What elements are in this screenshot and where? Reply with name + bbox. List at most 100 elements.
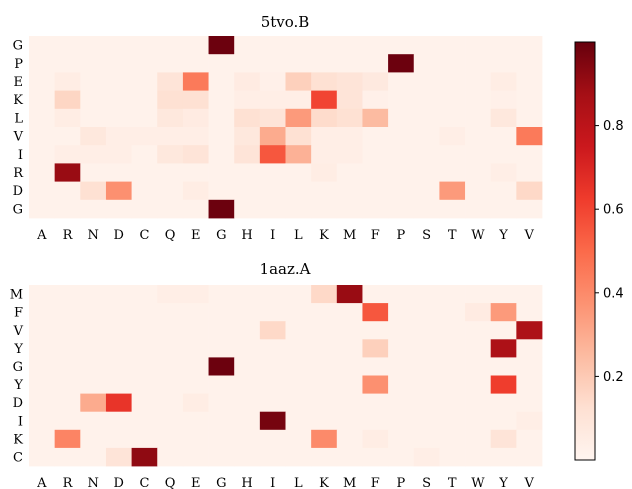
heatmap-cell bbox=[285, 357, 312, 376]
heatmap-cell bbox=[157, 199, 184, 219]
heatmap-cell bbox=[336, 72, 363, 91]
heatmap-cell bbox=[105, 339, 132, 358]
x-tick-label: V bbox=[523, 476, 534, 489]
heatmap-cell bbox=[362, 199, 389, 219]
heatmap-cell bbox=[157, 447, 184, 467]
heatmap-cell bbox=[54, 447, 81, 467]
heatmap-cell bbox=[336, 429, 363, 449]
y-tick-label: Y bbox=[13, 342, 23, 357]
heatmap-cell bbox=[516, 357, 543, 376]
x-tick-label: S bbox=[422, 228, 431, 243]
heatmap-cell bbox=[54, 127, 81, 146]
heatmap-cell bbox=[29, 411, 56, 431]
heatmap-cell bbox=[29, 36, 56, 55]
heatmap-cell bbox=[490, 429, 517, 449]
heatmap-cell bbox=[490, 108, 517, 128]
heatmap-cell bbox=[490, 199, 517, 219]
heatmap-cell bbox=[465, 321, 492, 340]
heatmap-cell bbox=[439, 108, 466, 128]
heatmap-cell bbox=[388, 375, 415, 394]
heatmap-cell bbox=[157, 181, 184, 201]
heatmap-cell bbox=[259, 321, 286, 340]
heatmap-cell bbox=[157, 108, 184, 128]
heatmap-cell bbox=[157, 411, 184, 431]
heatmap-cell bbox=[413, 411, 440, 431]
heatmap-cell bbox=[80, 411, 107, 431]
heatmap-cell bbox=[465, 303, 492, 322]
heatmap-cell bbox=[439, 303, 466, 322]
heatmap-cell bbox=[516, 303, 543, 322]
x-tick-label: L bbox=[294, 476, 303, 489]
heatmap-cell bbox=[336, 375, 363, 394]
heatmap-cell bbox=[490, 393, 517, 413]
heatmap-cell bbox=[336, 285, 363, 304]
heatmap-cell bbox=[105, 393, 132, 413]
heatmap-cell bbox=[439, 127, 466, 146]
heatmap-cell bbox=[208, 36, 235, 55]
heatmap-cell bbox=[54, 181, 81, 201]
y-tick-label: V bbox=[13, 130, 24, 145]
heatmap-cell bbox=[388, 36, 415, 55]
heatmap-cell bbox=[490, 36, 517, 55]
heatmap-cell bbox=[29, 303, 56, 322]
heatmap-cell bbox=[388, 393, 415, 413]
heatmap-cell bbox=[105, 90, 132, 110]
heatmap-cell bbox=[336, 127, 363, 146]
heatmap-cell bbox=[208, 90, 235, 110]
heatmap-cell bbox=[259, 393, 286, 413]
heatmap-cell bbox=[54, 145, 81, 164]
heatmap-cell bbox=[182, 108, 209, 128]
heatmap-cell bbox=[105, 429, 132, 449]
heatmap-cell bbox=[234, 181, 261, 201]
heatmap-cell bbox=[234, 447, 261, 467]
x-tick-label: Y bbox=[498, 228, 508, 243]
panel-title: 1aaz.A bbox=[260, 260, 311, 278]
heatmap-cell bbox=[234, 357, 261, 376]
heatmap-cell bbox=[285, 72, 312, 91]
colorbar-ticks: 0.2 0.4 0.6 0.8 bbox=[595, 119, 624, 385]
heatmap-cell bbox=[516, 181, 543, 201]
heatmap-cell bbox=[157, 163, 184, 182]
heatmap-cell bbox=[208, 145, 235, 164]
heatmap-cell bbox=[516, 447, 543, 467]
heatmap-cell bbox=[54, 429, 81, 449]
heatmap-cell bbox=[362, 72, 389, 91]
heatmap-cell bbox=[516, 199, 543, 219]
heatmap-cell bbox=[285, 36, 312, 55]
heatmap-cell bbox=[490, 127, 517, 146]
x-tick-label: T bbox=[448, 476, 457, 489]
heatmap-cell bbox=[311, 447, 338, 467]
heatmap-cell bbox=[439, 72, 466, 91]
heatmap-cell bbox=[131, 90, 158, 110]
x-tick-label: Q bbox=[165, 228, 176, 243]
heatmap-cell bbox=[311, 429, 338, 449]
heatmap-cell bbox=[208, 375, 235, 394]
heatmap-cell bbox=[80, 285, 107, 304]
heatmap-cell bbox=[234, 199, 261, 219]
heatmap-cells bbox=[29, 285, 543, 467]
heatmap-cell bbox=[234, 285, 261, 304]
heatmap-cell bbox=[157, 357, 184, 376]
heatmap-cell bbox=[439, 357, 466, 376]
heatmap-cell bbox=[388, 303, 415, 322]
y-tick-label: K bbox=[13, 93, 23, 108]
heatmap-cell bbox=[362, 411, 389, 431]
heatmap-cell bbox=[157, 90, 184, 110]
heatmap-cell bbox=[362, 339, 389, 358]
heatmap-cell bbox=[285, 429, 312, 449]
heatmap-cell bbox=[234, 72, 261, 91]
heatmap-cell bbox=[54, 72, 81, 91]
heatmap-cell bbox=[336, 108, 363, 128]
heatmap-cell bbox=[285, 321, 312, 340]
heatmap-cell bbox=[80, 447, 107, 467]
heatmap-cell bbox=[439, 90, 466, 110]
heatmap-cell bbox=[388, 54, 415, 73]
x-tick-label: N bbox=[87, 476, 98, 489]
heatmap-cell bbox=[362, 145, 389, 164]
heatmap-cell bbox=[80, 357, 107, 376]
heatmap-cell bbox=[285, 127, 312, 146]
colorbar-gradient bbox=[574, 41, 596, 461]
heatmap-cell bbox=[182, 429, 209, 449]
